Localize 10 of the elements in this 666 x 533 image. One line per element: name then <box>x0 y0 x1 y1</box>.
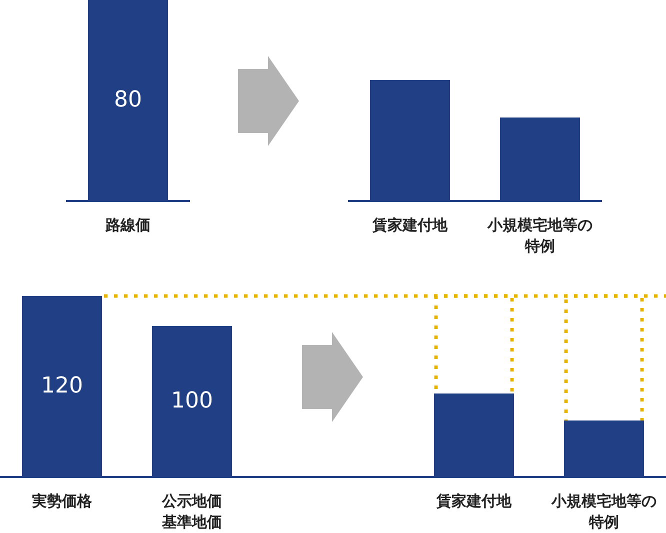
x-tick-label: 実勢価格 <box>31 492 93 510</box>
data-label: 80 <box>114 88 142 112</box>
x-tick-label: 賃家建付地 <box>436 492 512 510</box>
data-label: 100 <box>171 388 213 414</box>
x-tick-label: 小規模宅地等の特例 <box>550 492 656 531</box>
x-tick-label: 路線価 <box>104 216 150 234</box>
data-label: 120 <box>41 374 83 398</box>
x-tick-label: 小規模宅地等の特例 <box>486 216 592 255</box>
x-tick-label: 賃家建付地 <box>372 216 448 234</box>
x-tick-label: 公示地価基準地価 <box>161 492 222 531</box>
